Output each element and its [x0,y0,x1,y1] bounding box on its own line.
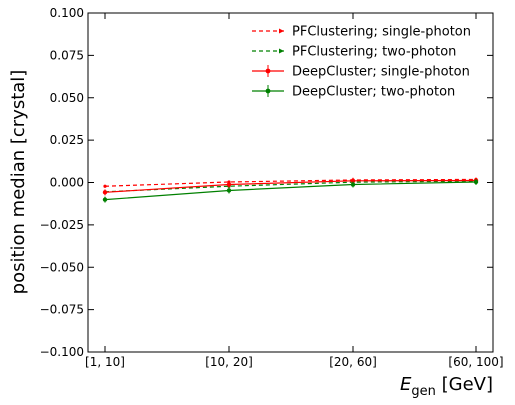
series-line-3 [104,181,477,201]
x-tick-label: [60, 100] [448,355,503,369]
series-line-0 [104,178,477,187]
legend-label: PFClustering; two-photon [292,45,456,60]
y-tick-label: 0.075 [50,48,84,62]
legend: PFClustering; single-photon PFClustering;… [252,25,471,100]
legend-marker [279,48,284,54]
y-tick-label: −0.075 [40,303,84,317]
y-tick-label: 0.025 [50,133,84,147]
legend-label: DeepCluster; single-photon [292,65,470,80]
legend-marker [279,28,284,34]
legend-marker [265,68,271,74]
series-point [102,190,108,195]
x-axis-label-sub: gen [411,384,436,399]
x-tick-label: [20, 60] [329,355,377,369]
y-axis-label: position median [crystal] [8,70,29,295]
y-tick-label: −0.050 [40,260,84,274]
y-tick-label: 0.050 [50,91,84,105]
series-line-2 [104,179,477,193]
x-axis-label: Egen [GeV] [400,374,493,399]
series-point [102,197,108,202]
legend-label: DeepCluster; two-photon [292,85,455,100]
legend-label: PFClustering; single-photon [292,25,471,40]
series-point [350,178,356,184]
x-axis-ticks: [1, 10] [10, 20] [20, 60] [60, 100] [85,13,504,369]
series-line-1 [104,180,477,193]
x-axis-label-unit: [GeV] [436,374,493,395]
y-tick-label: −0.100 [40,345,84,359]
series-point [350,182,356,187]
y-tick-label: −0.025 [40,218,84,232]
legend-marker [265,88,271,94]
y-tick-label: 0.100 [50,6,84,20]
y-tick-label: 0.000 [50,176,84,190]
y-axis-ticks: −0.100 −0.075 −0.050 −0.025 0.000 0.025 0.050 0… [40,6,493,359]
series-point [103,184,107,188]
series-point [473,179,479,185]
x-axis-label-main: E [400,374,412,395]
x-tick-label: [10, 20] [205,355,253,369]
series-layer [102,177,479,203]
x-tick-label: [1, 10] [85,355,125,369]
series-point [226,182,232,187]
series-point [226,188,232,193]
